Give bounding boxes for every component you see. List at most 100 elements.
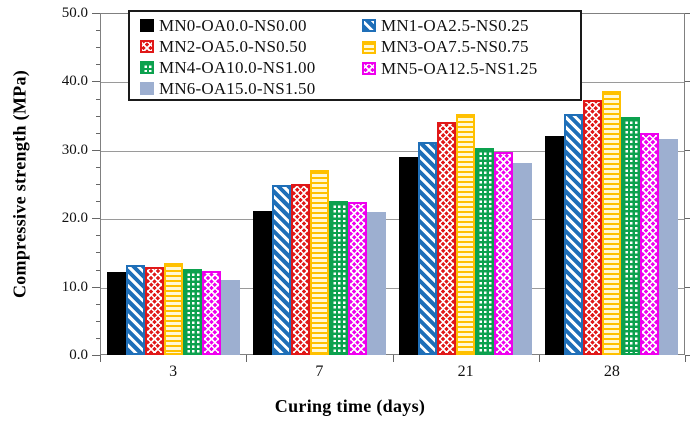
legend-column-1: MN0-OA0.0-NS0.00 MN2-OA5.0-NS0.50 MN4-OA10… — [140, 15, 362, 99]
bar-MN5-7days — [347, 201, 367, 355]
x-axis-tick — [246, 355, 248, 362]
legend-item-MN5: MN5-OA12.5-NS1.25 — [362, 58, 577, 80]
x-axis-tick — [538, 355, 540, 362]
x-axis-tick — [100, 355, 101, 362]
bar-MN2-3days — [144, 266, 164, 355]
legend-item-MN0: MN0-OA0.0-NS0.00 — [140, 15, 362, 36]
y-axis-minor-tick — [96, 98, 100, 100]
y-axis-minor-tick — [96, 252, 100, 254]
legend-label: MN5-OA12.5-NS1.25 — [381, 58, 538, 78]
legend-column-2: MN1-OA2.5-NS0.25 MN3-OA7.5-NS0.75 MN5-OA12… — [362, 15, 577, 99]
bar-group-21-days — [393, 13, 539, 355]
legend-label: MN3-OA7.5-NS0.75 — [381, 37, 529, 57]
y-axis-minor-tick — [96, 201, 100, 203]
x-axis-tick — [685, 355, 686, 362]
y-axis-minor-tick — [96, 337, 100, 339]
bar-MN6-3days — [220, 279, 240, 355]
bar-MN5-28days — [640, 132, 660, 355]
y-axis-title: Compressive strength (MPa) — [9, 69, 30, 299]
bar-MN5-21days — [494, 151, 514, 355]
legend-item-MN1: MN1-OA2.5-NS0.25 — [362, 15, 577, 37]
y-axis-minor-tick — [96, 235, 100, 237]
y-axis-major-tick — [92, 149, 100, 151]
y-axis-minor-tick — [96, 269, 100, 271]
legend-item-MN6: MN6-OA15.0-NS1.50 — [140, 78, 362, 99]
y-axis-tick-label: 20.0 — [61, 210, 88, 227]
legend-swatch-grid-icon — [140, 61, 154, 74]
gridline-y-20 — [101, 219, 684, 221]
legend: MN0-OA0.0-NS0.00 MN2-OA5.0-NS0.50 MN4-OA10… — [128, 10, 582, 101]
y-axis-minor-tick — [96, 132, 100, 134]
legend-label: MN2-OA5.0-NS0.50 — [159, 36, 307, 56]
x-axis-category-label: 3 — [169, 363, 178, 380]
bar-MN6-7days — [366, 212, 386, 355]
bar-MN6-21days — [513, 163, 533, 355]
legend-label: MN0-OA0.0-NS0.00 — [159, 15, 307, 35]
legend-item-MN3: MN3-OA7.5-NS0.75 — [362, 37, 577, 59]
legend-item-MN4: MN4-OA10.0-NS1.00 — [140, 57, 362, 78]
legend-item-MN2: MN2-OA5.0-NS0.50 — [140, 36, 362, 57]
bar-MN6-28days — [659, 138, 679, 355]
legend-swatch-horizontal-stripe-icon — [362, 40, 376, 54]
legend-swatch-diamond-lattice-icon — [140, 40, 154, 53]
y-axis-minor-tick — [96, 64, 100, 66]
y-axis-tick-label: 10.0 — [61, 278, 88, 295]
gridline-y-10 — [101, 287, 684, 289]
y-axis-right-tick — [685, 218, 690, 220]
bar-MN1-28days — [564, 113, 584, 355]
y-axis-minor-tick — [96, 320, 100, 322]
x-axis-tick — [392, 355, 394, 362]
legend-swatch-diagonal-stripe-icon — [362, 19, 376, 33]
y-axis-right-tick — [685, 149, 690, 151]
bar-group-3-days — [100, 13, 246, 355]
y-axis-major-tick — [92, 81, 100, 83]
bar-MN5-3days — [201, 270, 221, 355]
bar-MN0-21days — [399, 156, 419, 355]
bar-MN4-7days — [328, 201, 348, 355]
bar-MN1-3days — [125, 264, 145, 355]
legend-swatch-solid-icon — [140, 19, 154, 32]
bar-group-7-days — [246, 13, 392, 355]
bar-MN2-21days — [437, 122, 457, 355]
legend-label: MN4-OA10.0-NS1.00 — [159, 57, 316, 77]
y-axis-minor-tick — [96, 303, 100, 305]
y-axis-tick-label: 40.0 — [61, 73, 88, 90]
y-axis-minor-tick — [96, 115, 100, 117]
y-axis-tick-label: 50.0 — [61, 5, 88, 21]
bar-MN1-7days — [271, 185, 291, 355]
y-axis-major-tick — [92, 218, 100, 220]
x-axis-category-label: 7 — [315, 363, 324, 380]
y-axis-major-tick — [92, 13, 100, 14]
bar-MN3-7days — [309, 170, 329, 355]
y-axis-minor-tick — [96, 184, 100, 185]
x-axis-category-label: 21 — [457, 363, 474, 380]
bar-MN4-21days — [475, 148, 495, 355]
gridline-y-30 — [101, 150, 684, 152]
x-axis-category-label: 28 — [603, 363, 620, 380]
bar-MN0-7days — [252, 211, 272, 355]
bar-MN1-21days — [418, 141, 438, 355]
x-axis-title: Curing time (days) — [274, 396, 426, 416]
legend-label: MN1-OA2.5-NS0.25 — [381, 15, 529, 35]
y-axis-tick-label: 30.0 — [61, 141, 88, 158]
y-axis-major-tick — [92, 286, 100, 288]
y-axis-right-tick — [685, 355, 690, 356]
y-axis-right-tick — [685, 81, 690, 83]
bar-MN4-3days — [182, 268, 202, 355]
legend-swatch-diamond-lattice-icon — [362, 62, 376, 76]
y-axis-tick-label: 0.0 — [69, 347, 88, 363]
bar-MN3-3days — [163, 263, 183, 355]
bar-MN3-28days — [602, 90, 622, 355]
bar-MN2-7days — [290, 184, 310, 355]
bar-MN4-28days — [621, 116, 641, 355]
y-axis-minor-tick — [96, 30, 100, 32]
y-axis-right-tick — [685, 286, 690, 288]
bar-MN0-3days — [106, 272, 126, 355]
y-axis-right-tick — [685, 13, 690, 14]
y-axis-minor-tick — [96, 47, 100, 49]
bar-MN2-28days — [583, 99, 603, 355]
bar-group-28-days — [539, 13, 685, 355]
y-axis-minor-tick — [96, 166, 100, 168]
bar-MN0-28days — [545, 136, 565, 355]
